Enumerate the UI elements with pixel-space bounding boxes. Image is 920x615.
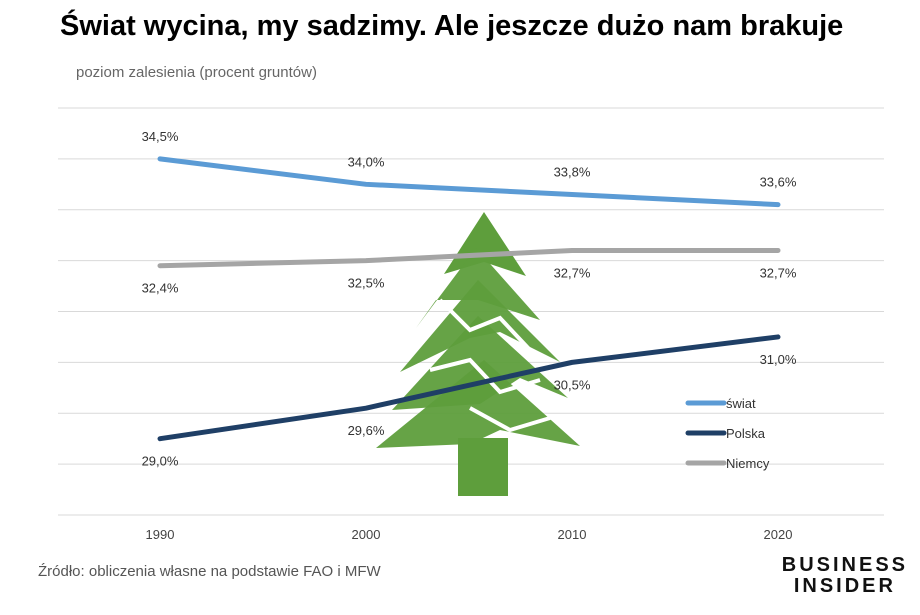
data-label: 32,7% (554, 265, 591, 280)
brand-line-2: INSIDER (793, 575, 896, 597)
data-label: 32,7% (760, 265, 797, 280)
data-label: 32,5% (348, 276, 385, 291)
data-label: 34,0% (348, 154, 385, 169)
data-label: 30,5% (554, 377, 591, 392)
series-line-świat (157, 156, 781, 208)
data-label: 32,4% (142, 281, 179, 296)
data-labels: 34,5% 34,0% 33,8% 33,6% 29,0% 29,6% 30,5% 31,0%… (142, 129, 797, 469)
x-tick-label: 2010 (558, 527, 587, 542)
legend-label: świat (726, 396, 756, 411)
legend: świat Polska Niemcy (685, 396, 770, 471)
data-label: 29,0% (142, 454, 179, 469)
x-tick-label: 2000 (352, 527, 381, 542)
x-axis-ticks: 1990 2000 2010 2020 (146, 527, 793, 542)
data-label: 33,8% (554, 164, 591, 179)
brand-line-1: BUSINESS (781, 554, 908, 576)
x-tick-label: 1990 (146, 527, 175, 542)
series-line-Niemcy (157, 247, 781, 269)
legend-label: Niemcy (726, 456, 770, 471)
data-label: 34,5% (142, 129, 179, 144)
series-line-Polska (157, 334, 781, 442)
source-note: Źródło: obliczenia własne na podstawie F… (38, 563, 381, 580)
y-axis-label: poziom zalesienia (procent gruntów) (76, 64, 317, 81)
legend-label: Polska (726, 426, 766, 441)
christmas-tree-icon (376, 212, 580, 496)
x-tick-label: 2020 (764, 527, 793, 542)
chart-title: Świat wycina, my sadzimy. Ale jeszcze du… (60, 10, 844, 42)
series-lines (157, 156, 781, 442)
business-insider-logo: BUSINESS INSIDER (782, 555, 908, 597)
data-label: 33,6% (760, 175, 797, 190)
data-label: 31,0% (760, 352, 797, 367)
data-label: 29,6% (348, 423, 385, 438)
